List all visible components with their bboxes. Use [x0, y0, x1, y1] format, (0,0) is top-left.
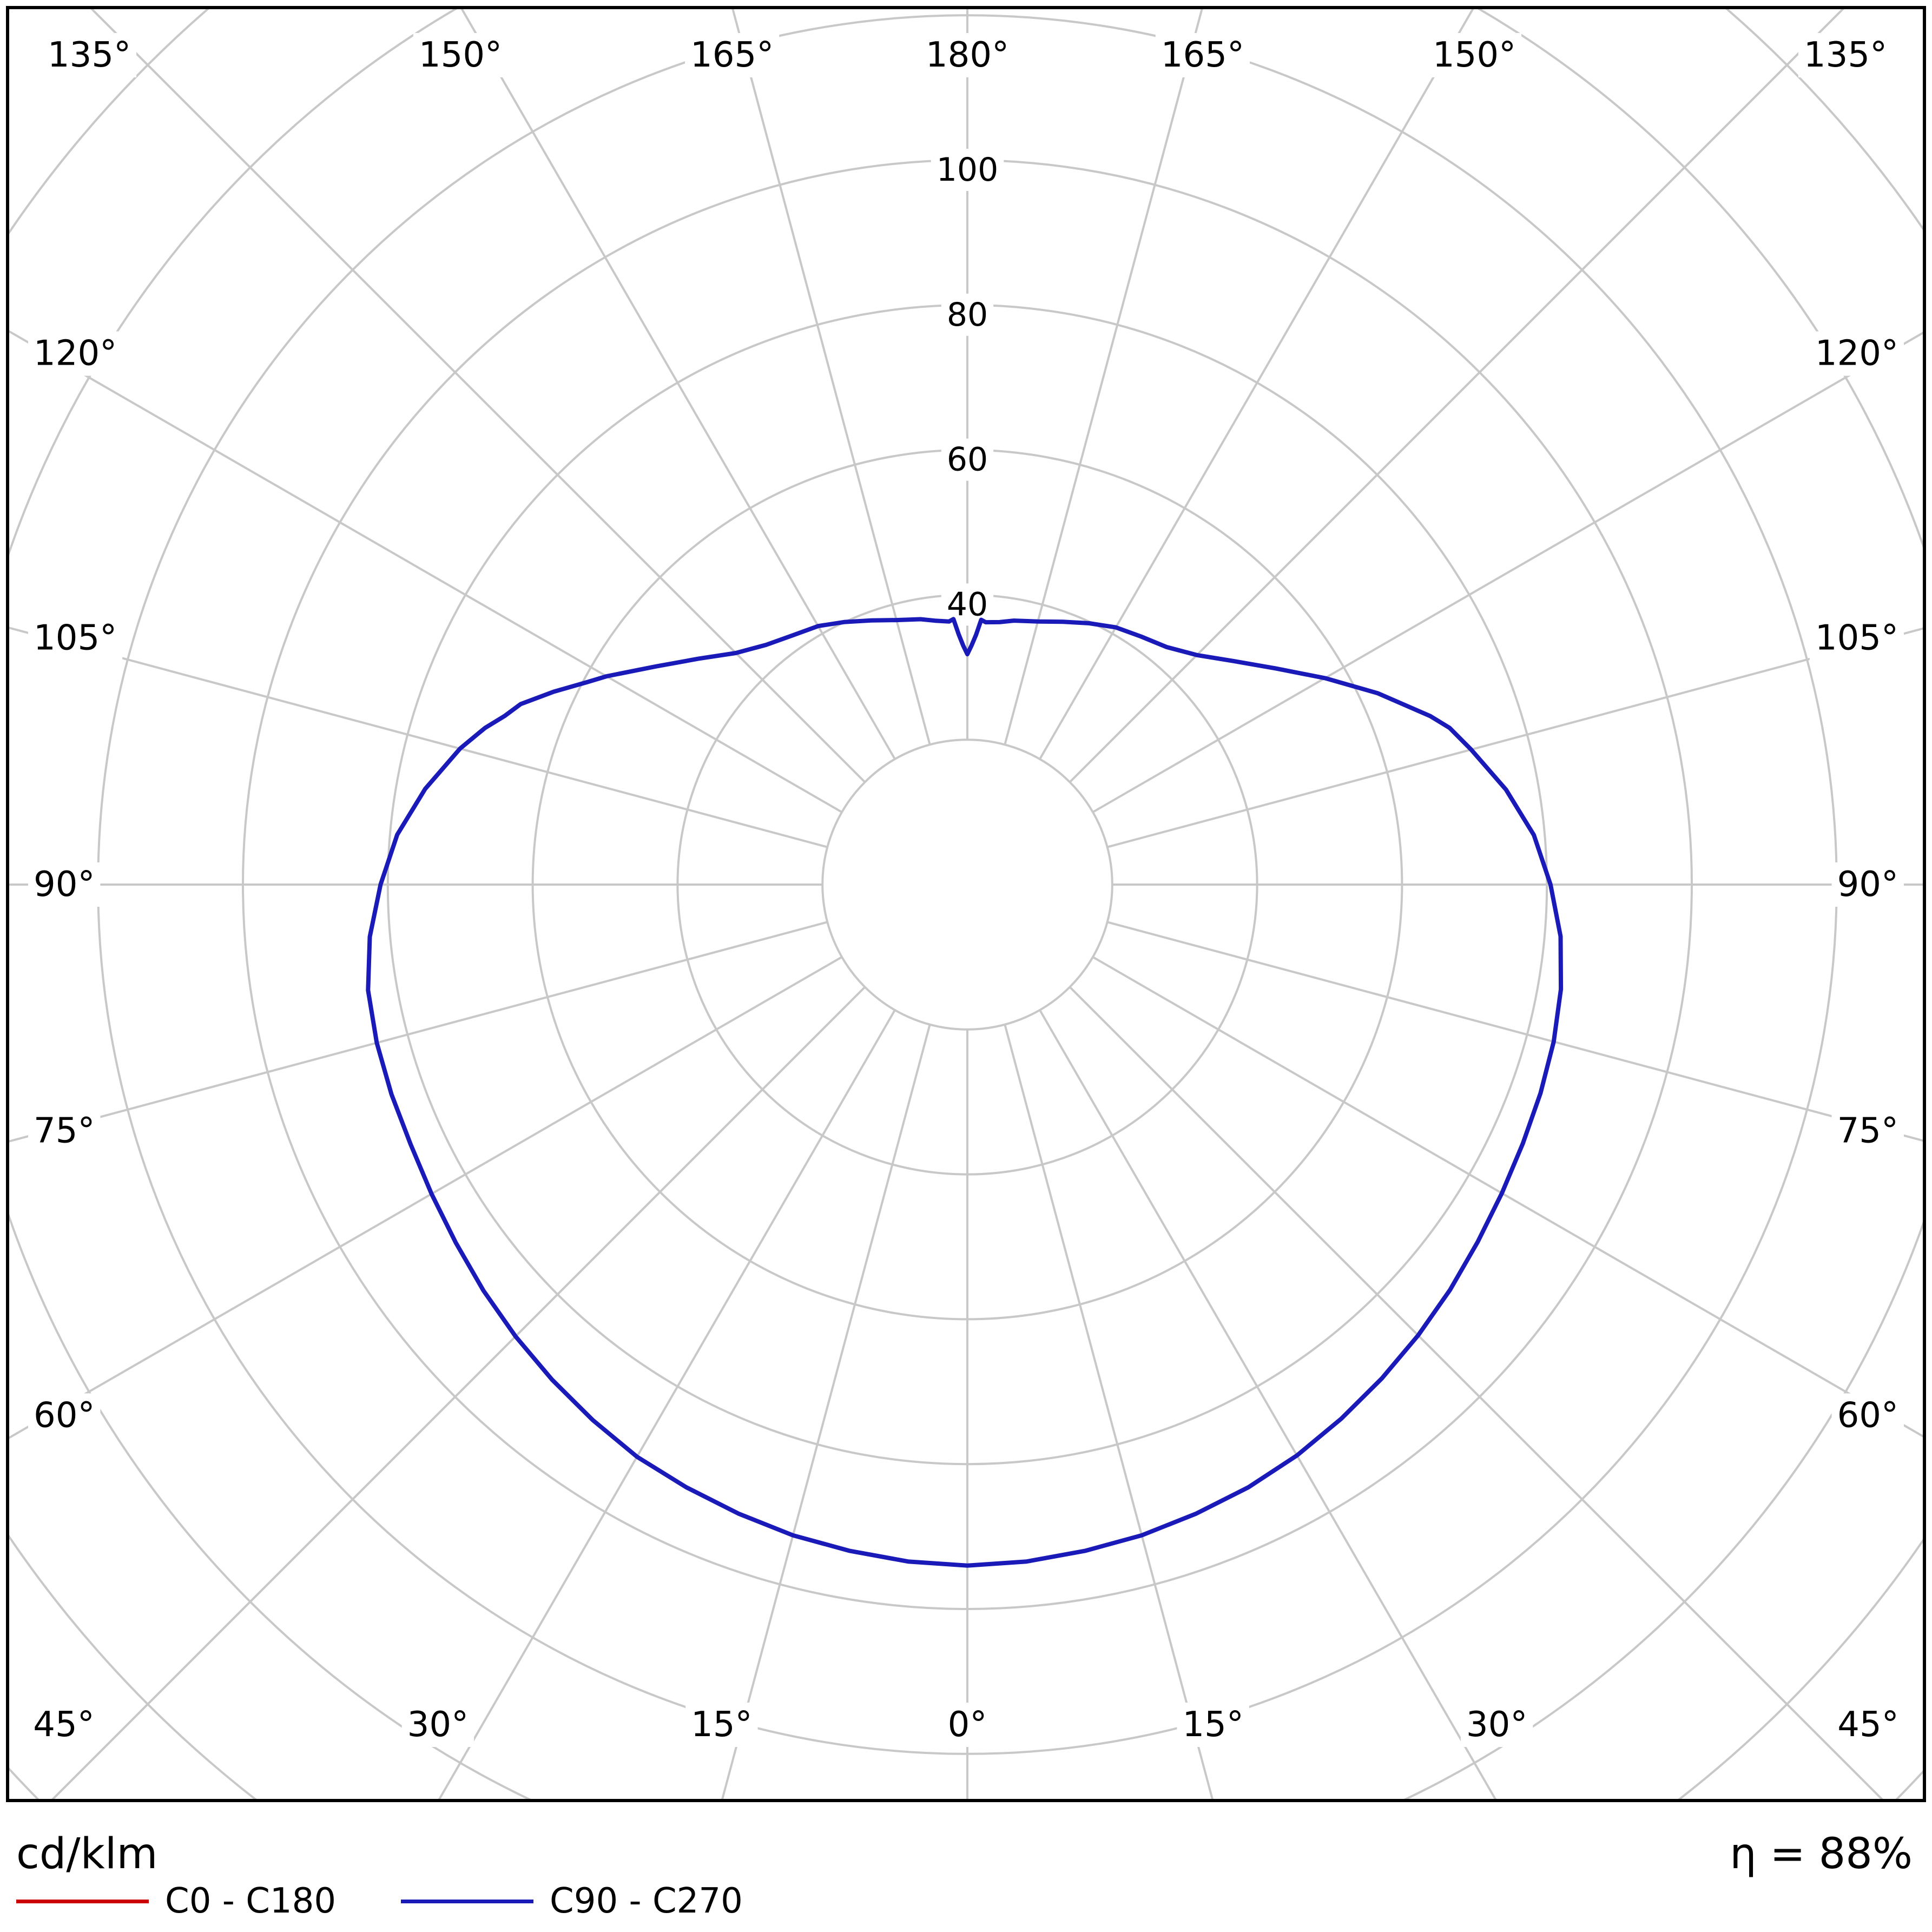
angle-label-bg [685, 33, 780, 77]
grid-spoke [1004, 9, 1203, 745]
angle-label: 120° [34, 334, 117, 374]
unit-label: cd/klm [16, 1830, 158, 1878]
angle-label-bg [1832, 1703, 1904, 1747]
legend-swatch-c0-c180 [16, 1899, 149, 1903]
radial-tick-label: 60 [947, 441, 988, 479]
angle-label: 75° [1837, 1111, 1898, 1151]
angle-label: 165° [1161, 35, 1244, 75]
angle-label: 30° [1466, 1705, 1527, 1745]
grid-spoke [721, 1024, 931, 1799]
angle-label: 90° [1837, 865, 1898, 905]
intensity-curve [366, 617, 1564, 1568]
angle-label-bg [1809, 616, 1904, 661]
angle-label-bg [28, 1393, 101, 1438]
angle-label-bg [1177, 1703, 1249, 1747]
angle-label: 90° [34, 865, 95, 905]
angle-label-bg [28, 331, 123, 376]
angle-label: 120° [1815, 334, 1898, 374]
angle-label: 60° [34, 1395, 95, 1435]
angle-label-bg [401, 1703, 474, 1747]
angle-label: 15° [691, 1705, 752, 1745]
angle-label-bg [28, 616, 123, 661]
angle-label: 75° [34, 1111, 95, 1151]
grid-spoke [1107, 921, 1923, 1142]
angle-label: 150° [1433, 35, 1516, 75]
angle-label: 135° [1804, 35, 1887, 75]
grid-spoke [460, 9, 896, 760]
grid-spoke [9, 921, 828, 1143]
angle-label: 30° [407, 1705, 469, 1745]
angle-label-bg [28, 1703, 100, 1747]
radial-tick-label-bg [941, 293, 994, 336]
radial-tick-label-bg [941, 438, 994, 481]
angle-label: 165° [690, 35, 774, 75]
angle-label: 135° [48, 35, 131, 75]
grid-spoke [1039, 1009, 1497, 1799]
grid-spoke [9, 956, 843, 1439]
radial-tick-label: 80 [947, 296, 988, 334]
legend-swatch-c90-c270 [401, 1899, 534, 1903]
angle-label: 45° [33, 1705, 94, 1745]
grid-circle [821, 738, 1113, 1031]
angle-label: 60° [1837, 1395, 1898, 1435]
efficiency-label: η = 88% [1730, 1830, 1913, 1878]
angle-label-bg [942, 1703, 993, 1747]
grid-spoke [51, 986, 866, 1799]
grid-spoke [90, 9, 866, 783]
angle-label: 45° [1837, 1705, 1898, 1745]
grid-spoke [1092, 332, 1923, 813]
grid-spoke [1069, 9, 1844, 783]
grid-spoke [1004, 1024, 1214, 1799]
grid-spoke [1069, 986, 1883, 1799]
angle-label: 0° [948, 1705, 987, 1745]
grid-spoke [1107, 627, 1923, 848]
plot-border [6, 6, 1926, 1802]
angle-label: 105° [34, 618, 117, 658]
angle-label-bg [42, 33, 137, 77]
grid-spoke [9, 330, 843, 813]
angle-label-bg [920, 33, 1015, 77]
angle-label: 15° [1182, 1705, 1243, 1745]
angle-label-bg [1809, 331, 1904, 376]
angle-label-bg [28, 862, 101, 907]
angle-label: 105° [1815, 618, 1898, 658]
grid-spoke [1039, 9, 1474, 760]
radial-tick-label-bg [931, 149, 1004, 191]
grid-spoke [1092, 956, 1923, 1438]
angle-label-bg [1831, 1109, 1904, 1153]
angle-label-bg [28, 1109, 101, 1153]
angle-label-bg [1427, 33, 1522, 77]
angle-label: 150° [419, 35, 502, 75]
angle-label-bg [413, 33, 508, 77]
grid-spoke [9, 627, 828, 848]
angle-label-bg [1831, 1393, 1904, 1438]
legend: C0 - C180 C90 - C270 [16, 1878, 808, 1924]
angle-label: 180° [926, 35, 1009, 75]
legend-label-c90-c270: C90 - C270 [550, 1881, 743, 1921]
angle-label-bg [1831, 862, 1904, 907]
legend-label-c0-c180: C0 - C180 [165, 1881, 337, 1921]
angle-label-bg [1460, 1703, 1533, 1747]
angle-label-bg [1798, 33, 1893, 77]
grid-spoke [438, 1009, 896, 1799]
grid-spoke [731, 9, 931, 745]
radial-tick-label: 100 [937, 151, 999, 189]
angle-label-bg [685, 1703, 758, 1747]
angle-label-bg [1155, 33, 1250, 77]
